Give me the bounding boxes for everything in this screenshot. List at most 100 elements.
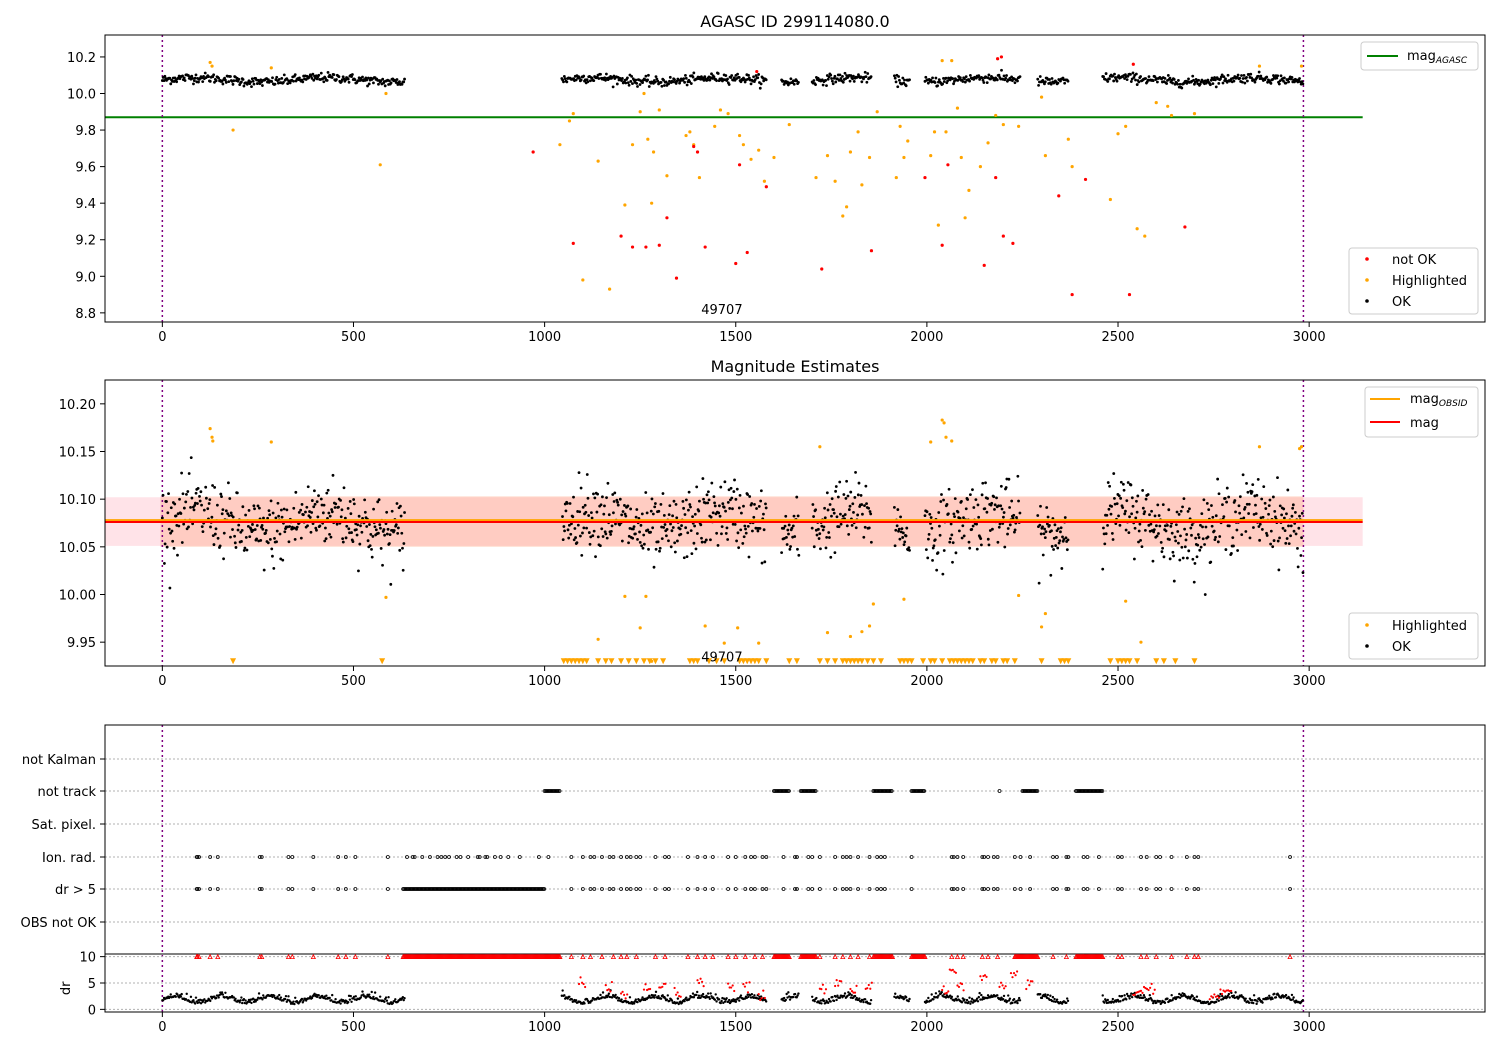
highlighted-point [1299,64,1304,68]
flag-point [628,855,633,859]
ok-point [672,499,676,503]
ok-point [328,514,332,518]
flag-point [909,855,914,859]
ok-point [616,503,620,507]
ok-point [603,76,607,80]
dr-flag-point [1001,984,1004,987]
ok-point [995,496,998,500]
flag-point [290,887,295,891]
ok-point [388,533,392,537]
x-tick-label: 1000 [528,674,561,689]
ok-point [1117,514,1120,518]
dr-ok-point [826,1001,830,1005]
ok-point [1201,525,1204,529]
ok-point [245,548,249,552]
dr-ok-point [653,996,656,999]
ok-point [1279,74,1283,78]
ok-point [275,529,279,533]
ok-point [1112,472,1116,475]
dr-ok-point [738,999,741,1002]
highlighted-point [875,110,879,114]
ok-point [341,75,345,79]
ok-point [642,533,646,537]
ok-point [221,508,225,512]
ok-point [821,83,825,87]
not-ok-points [531,55,1187,297]
ok-point [626,76,629,80]
flag-point [506,855,511,859]
limit-marker [1115,658,1122,665]
dr-ok-point [1232,994,1236,997]
ok-point [297,511,301,514]
ok-point [315,528,318,532]
dr-flag-point [676,991,679,994]
dr-ok-point [324,997,327,1000]
x-tick-label: 2000 [910,674,943,689]
dr-ok-point [661,994,664,997]
dr-flag-point [1014,974,1017,977]
dr-flag-point [1026,979,1029,982]
ok-point [168,586,172,590]
ok-point [668,75,672,79]
ok-point [178,77,182,81]
ok-point [310,76,314,80]
dr-flag-point [1063,953,1070,960]
ok-point [634,515,638,519]
ok-point [294,490,298,494]
ok-point [1190,523,1194,527]
ok-point [604,72,608,76]
ok-point [698,499,701,503]
ok-point [1167,508,1171,512]
flag-point [749,887,753,891]
ok-point [717,504,721,508]
dr-flag-point [1142,985,1146,989]
dr-ok-point [1171,998,1174,1002]
ok-point [1213,538,1217,541]
ok-point [700,540,704,544]
ok-point [360,530,364,534]
dr-ok-point [174,995,177,998]
highlighted-point [571,112,575,116]
ok-point [1102,75,1105,79]
flag-point [875,887,880,891]
ok-point [604,532,608,536]
dr-flag-point [584,985,587,989]
flag-point [498,855,503,859]
ok-point [684,76,688,80]
dr-ok-point [347,1000,350,1004]
ok-point [267,509,271,512]
ok-point [350,75,353,79]
ok-point [579,486,583,490]
ok-point [1106,80,1110,83]
ok-point [699,523,703,527]
ok-point [966,498,970,501]
highlighted-point [986,141,990,145]
ok-point [385,532,389,536]
ok-point [1142,512,1146,516]
ok-point [306,524,309,528]
ok-point [1257,70,1261,74]
flag-point [1192,855,1197,859]
ok-point [288,525,292,528]
dr-ok-point [601,991,605,994]
flag-point [813,789,818,793]
ok-point [241,505,245,509]
limit-marker [744,658,751,665]
dr-ok-point [343,1001,347,1004]
dr-flag-point [985,953,991,960]
dr-flag-point [587,953,594,960]
ok-point [1056,81,1060,85]
highlighted-point [762,179,767,183]
ok-point [675,516,679,520]
ok-point [908,78,911,82]
dr-flag-point [979,953,985,960]
ok-point [671,514,674,518]
flag-point [991,887,996,891]
ok-point [202,74,205,78]
ok-point [952,512,956,516]
dr-ok-point [723,1000,727,1003]
flag-point [1116,887,1120,891]
ok-point [654,75,658,79]
ok-point [609,533,613,536]
